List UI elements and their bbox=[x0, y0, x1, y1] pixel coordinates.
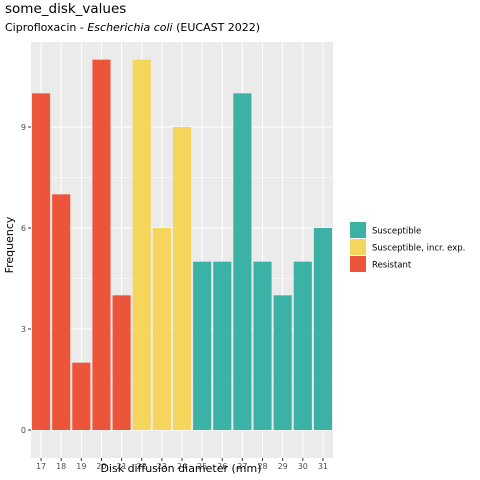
x-tick-label: 24 bbox=[177, 462, 187, 471]
legend-label-I: Susceptible, incr. exp. bbox=[372, 244, 465, 254]
bar-30 bbox=[293, 261, 312, 430]
bar-18 bbox=[52, 194, 71, 430]
chart-subtitle: Ciprofloxacin - Escherichia coli (EUCAST… bbox=[5, 21, 260, 34]
subtitle-species: Escherichia coli bbox=[87, 21, 173, 34]
subtitle-antibiotic: Ciprofloxacin - bbox=[5, 21, 88, 34]
x-tick-label: 22 bbox=[137, 462, 147, 471]
x-tick-label: 19 bbox=[76, 462, 86, 471]
x-axis-title: Disk diffusion diameter (mm) bbox=[100, 462, 261, 475]
y-tick-label: 6 bbox=[21, 224, 26, 233]
x-tick-label: 28 bbox=[257, 462, 267, 471]
x-tick-label: 27 bbox=[237, 462, 247, 471]
legend-swatch-S bbox=[350, 222, 366, 238]
legend: Susceptible Susceptible, incr. exp. Resist… bbox=[350, 222, 465, 272]
bar-28 bbox=[253, 261, 272, 430]
x-tick-label: 20 bbox=[96, 462, 106, 471]
bar-22 bbox=[132, 59, 151, 431]
x-tick-label: 25 bbox=[197, 462, 207, 471]
y-axis: 0 3 6 9 bbox=[21, 123, 31, 435]
subtitle-guideline: (EUCAST 2022) bbox=[172, 21, 261, 34]
bars bbox=[32, 59, 332, 431]
x-tick-label: 18 bbox=[56, 462, 66, 471]
bar-24 bbox=[172, 127, 192, 430]
x-axis: 17 18 19 20 21 22 23 24 25 26 27 28 29 30 31 bbox=[36, 458, 328, 471]
legend-label-R: Resistant bbox=[372, 261, 412, 271]
y-axis-title: Frequency bbox=[3, 216, 16, 273]
bar-23 bbox=[152, 228, 171, 430]
x-tick-label: 17 bbox=[36, 462, 46, 471]
x-tick-label: 30 bbox=[298, 462, 308, 471]
bar-26 bbox=[213, 261, 232, 430]
chart-title: some_disk_values bbox=[5, 1, 127, 17]
bar-31 bbox=[313, 228, 332, 430]
bar-19 bbox=[72, 362, 91, 430]
bar-21 bbox=[112, 295, 131, 430]
bar-25 bbox=[193, 261, 212, 430]
x-tick-label: 31 bbox=[318, 462, 328, 471]
bar-29 bbox=[273, 295, 292, 430]
y-tick-label: 3 bbox=[21, 325, 26, 334]
bar-17 bbox=[32, 93, 51, 430]
bar-20 bbox=[92, 59, 111, 431]
bar-27 bbox=[233, 93, 252, 430]
x-tick-label: 21 bbox=[117, 462, 127, 471]
legend-swatch-R bbox=[350, 256, 366, 272]
legend-swatch-I bbox=[350, 239, 366, 255]
x-tick-label: 29 bbox=[278, 462, 288, 471]
legend-label-S: Susceptible bbox=[372, 227, 421, 237]
y-tick-label: 9 bbox=[21, 123, 26, 132]
y-tick-label: 0 bbox=[21, 426, 26, 435]
x-tick-label: 26 bbox=[217, 462, 227, 471]
x-tick-label: 23 bbox=[157, 462, 167, 471]
